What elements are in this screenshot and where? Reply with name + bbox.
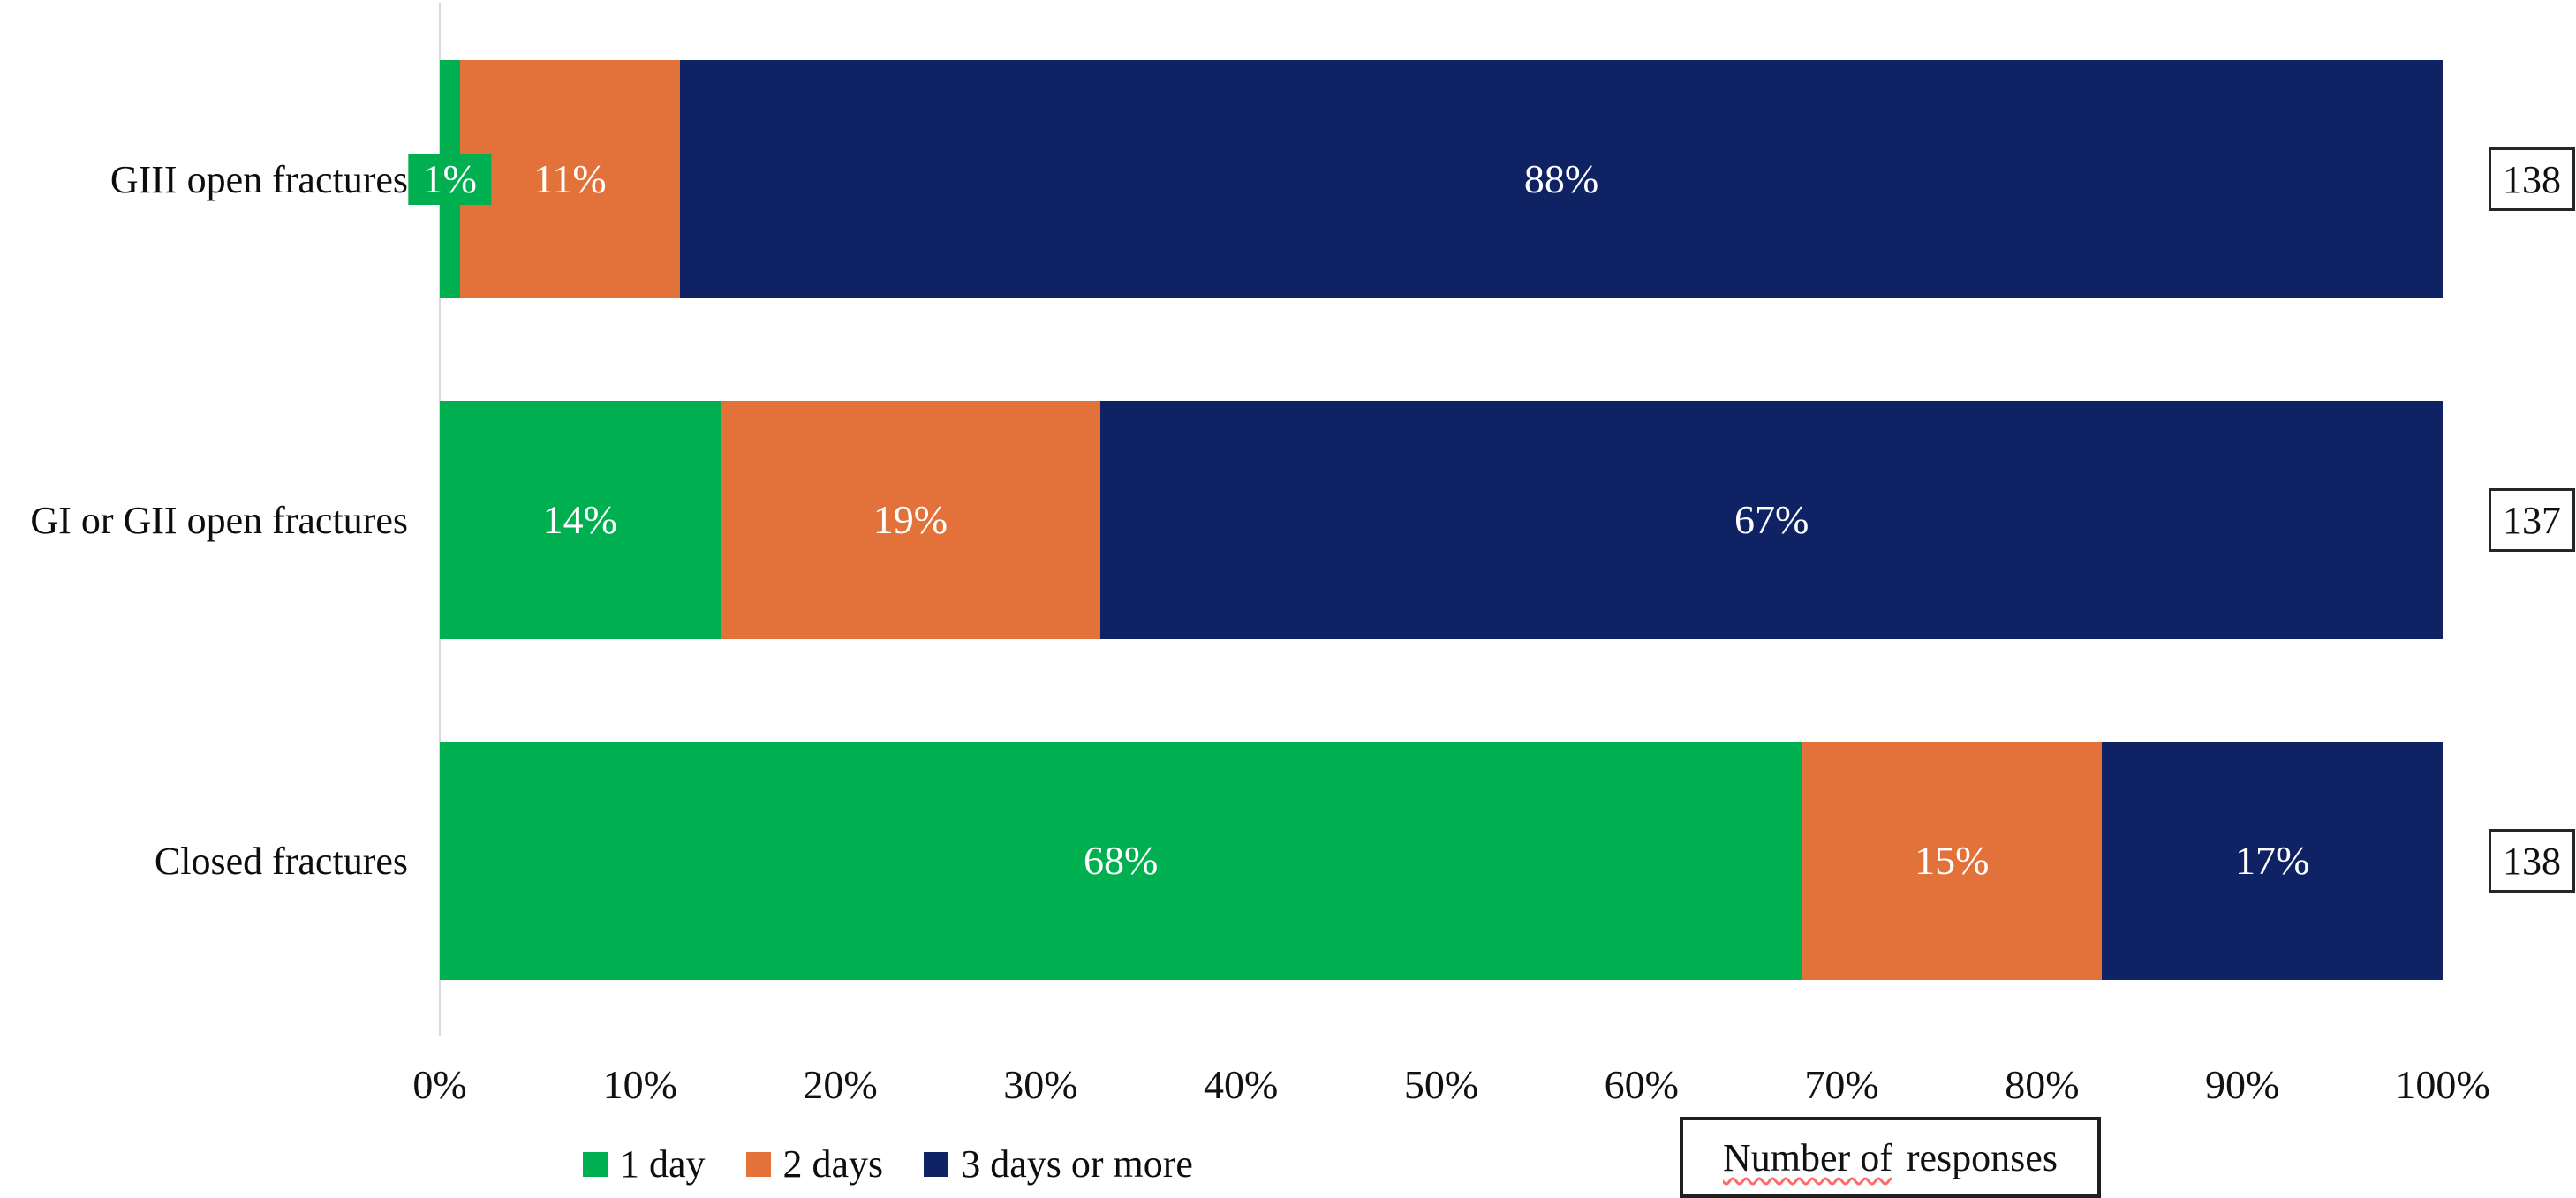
x-axis-tick-label: 50% (1403, 1062, 1479, 1107)
response-count-box: 137 (2489, 488, 2575, 552)
chart-legend: 1 day 2 days 3 days or more (583, 1141, 1193, 1187)
segment-value-label: 1% (408, 154, 491, 205)
bar-segment-1-day: 1% (408, 60, 491, 298)
responses-box-label-rest: responses (1906, 1135, 2058, 1179)
segment-value-label: 68% (1069, 835, 1173, 886)
segment-value-label: 15% (1900, 835, 2004, 886)
segment-value-label: 17% (2221, 835, 2324, 886)
bar-row: 1% 11% 88% (408, 60, 2443, 298)
legend-item-label: 3 days or more (961, 1142, 1193, 1186)
x-axis-tick-label: 0% (412, 1062, 467, 1107)
bar-row: 68% 15% 17% (440, 742, 2443, 980)
x-axis-tick-label: 40% (1204, 1062, 1279, 1107)
responses-box-label-underlined: Number of (1723, 1135, 1892, 1179)
x-axis-tick-label: 100% (2395, 1062, 2490, 1107)
bar-row: 14% 19% 67% (440, 401, 2443, 639)
legend-item-1-day: 1 day (583, 1141, 706, 1187)
legend-item-label: 2 days (782, 1142, 884, 1186)
bar-segment-2-days: 19% (720, 401, 1101, 639)
x-axis-tick-label: 10% (602, 1062, 677, 1107)
x-axis-tick-label: 20% (803, 1062, 878, 1107)
segment-value-label: 14% (528, 494, 631, 546)
number-of-responses-box: Number of responses (1680, 1117, 2101, 1198)
segment-value-label: 67% (1720, 494, 1824, 546)
bar-segment-1-day: 68% (440, 742, 1802, 980)
x-axis-tick-label: 80% (2005, 1062, 2080, 1107)
legend-swatch-icon (924, 1151, 949, 1177)
bar-segment-2-days: 15% (1802, 742, 2103, 980)
segment-value-label: 19% (858, 494, 963, 546)
x-axis-tick-label: 70% (1804, 1062, 1879, 1107)
bar-segment-3-days-or-more: 67% (1100, 401, 2443, 639)
segment-value-label: 11% (519, 154, 621, 205)
legend-item-3-days-or-more: 3 days or more (924, 1141, 1193, 1187)
legend-item-2-days: 2 days (745, 1141, 884, 1187)
bar-segment-3-days-or-more: 88% (680, 60, 2443, 298)
category-label: GI or GII open fractures (30, 498, 408, 542)
legend-swatch-icon (583, 1151, 608, 1177)
x-axis-tick-label: 90% (2205, 1062, 2280, 1107)
response-count-box: 138 (2489, 829, 2575, 893)
bar-segment-1-day: 14% (440, 401, 721, 639)
response-count-box: 138 (2489, 147, 2575, 211)
bar-segment-3-days-or-more: 17% (2102, 742, 2443, 980)
legend-swatch-icon (745, 1151, 771, 1177)
bar-segment-2-days: 11% (459, 60, 681, 298)
segment-value-label: 88% (1509, 154, 1613, 205)
x-axis-tick-label: 60% (1604, 1062, 1679, 1107)
legend-item-label: 1 day (620, 1142, 706, 1186)
category-label: GIII open fractures (110, 157, 408, 201)
category-label: Closed fractures (154, 839, 408, 883)
x-axis-tick-label: 30% (1003, 1062, 1078, 1107)
